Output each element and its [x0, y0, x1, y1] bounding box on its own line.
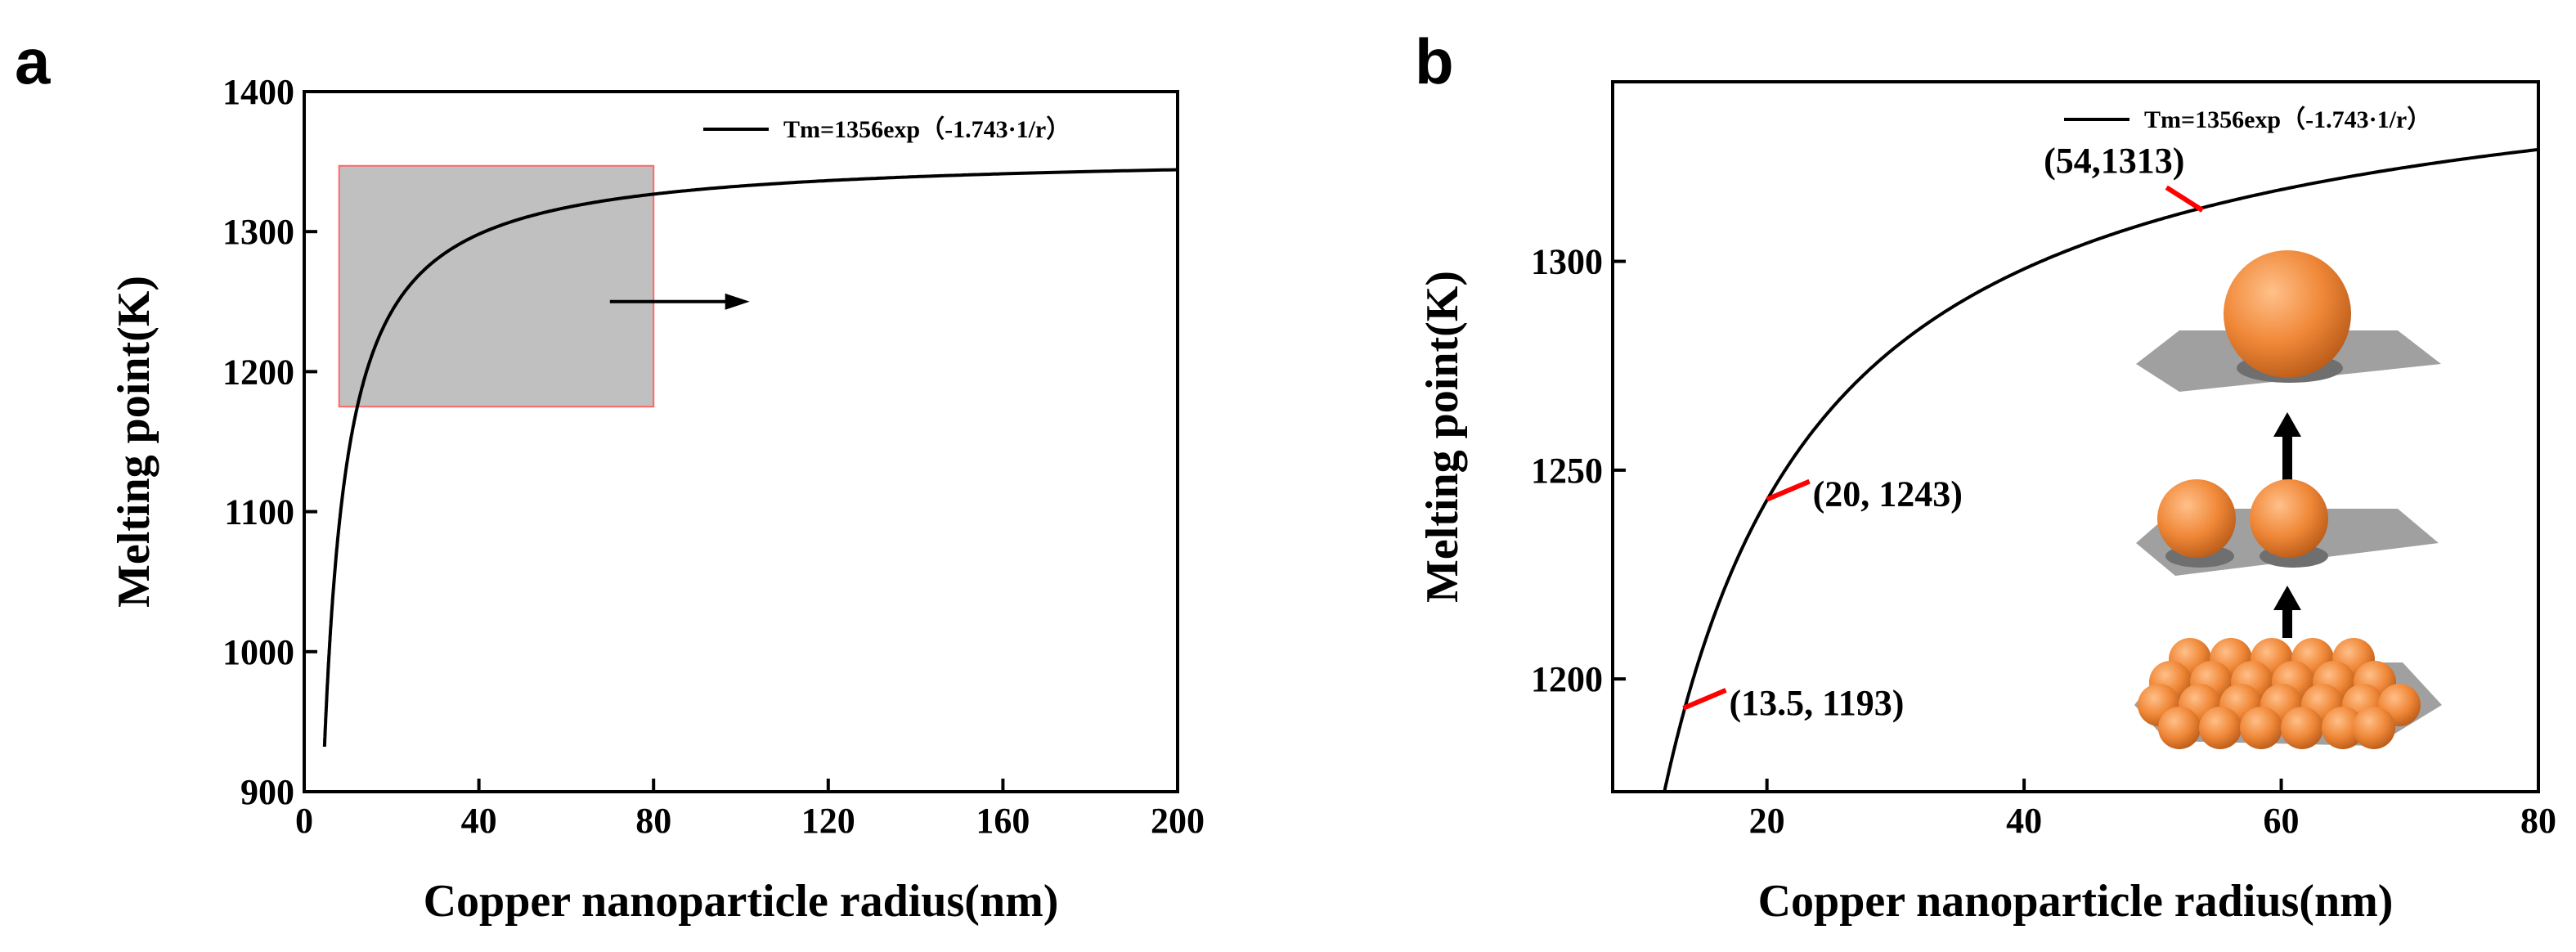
inset-small-spheres	[2138, 638, 2421, 749]
b-x-axis: 20 40 60 80	[1749, 779, 2556, 841]
panel-a-label: a	[15, 25, 51, 97]
inset-small-sphere	[2353, 707, 2395, 749]
x-tick-label: 20	[1749, 801, 1785, 841]
a-y-axis-title: Melting point(K)	[109, 276, 159, 608]
a-x-axis: 0 40 80 120 160 200	[295, 779, 1205, 841]
inset-sphere-left	[2157, 479, 2236, 558]
panel-b-label: b	[1415, 25, 1454, 97]
inset-large-sphere	[2224, 250, 2351, 378]
inset-small-sphere	[2281, 707, 2323, 749]
y-tick-label: 1250	[1531, 451, 1603, 491]
b-y-axis-title: Melting point(K)	[1417, 271, 1468, 603]
a-right-arrow-head	[725, 293, 750, 310]
inset-small-sphere	[2158, 707, 2201, 749]
y-tick-label: 1100	[224, 492, 294, 532]
b-x-axis-title: Copper nanoparticle radius(nm)	[1758, 876, 2394, 927]
panel-b-chart: b (13.5, 1193) (20, 1243) (54,1313) 20 40 60…	[1415, 25, 2556, 927]
annotation-label: (13.5, 1193)	[1729, 683, 1904, 723]
y-tick-label: 1300	[222, 212, 294, 252]
b-series-line	[1663, 147, 2539, 793]
x-tick-label: 80	[635, 801, 671, 841]
annotation-label: (20, 1243)	[1813, 474, 1963, 514]
annotation-pointer	[1682, 688, 1727, 711]
inset-small-sphere	[2322, 707, 2364, 749]
a-plot-frame	[303, 90, 1179, 793]
y-tick-label: 1400	[222, 72, 294, 112]
x-tick-label: 80	[2520, 801, 2556, 841]
y-tick-label: 1200	[222, 352, 294, 392]
b-inset-schematic	[2134, 250, 2442, 749]
inset-small-sphere	[2199, 707, 2242, 749]
b-y-axis: 1200 1250 1300	[1531, 242, 1626, 699]
inset-arrow-lower-head	[2273, 586, 2301, 610]
x-tick-label: 60	[2264, 801, 2300, 841]
y-tick-label: 900	[240, 772, 294, 812]
inset-arrow-upper-head	[2273, 412, 2301, 437]
a-legend-label: Tm=1356exp（-1.743·1/r）	[783, 115, 1070, 143]
y-tick-label: 1300	[1531, 242, 1603, 282]
b-annotations: (13.5, 1193) (20, 1243) (54,1313)	[1682, 141, 2204, 723]
annotation-pointer	[1766, 478, 1811, 502]
panel-a-chart: a 0 40 80 120 160 200 900 1000 1100 1200 1300 1400…	[15, 25, 1205, 927]
x-tick-label: 40	[2006, 801, 2042, 841]
a-x-axis-title: Copper nanoparticle radius(nm)	[424, 876, 1059, 927]
x-tick-label: 0	[295, 801, 313, 841]
y-tick-label: 1000	[222, 632, 294, 672]
a-series-line	[322, 168, 1178, 748]
x-tick-label: 40	[461, 801, 497, 841]
inset-sphere-right	[2250, 479, 2328, 558]
y-tick-label: 1200	[1531, 659, 1603, 699]
a-highlight-box	[338, 164, 655, 408]
inset-small-sphere	[2240, 707, 2282, 749]
annotation-label: (54,1313)	[2044, 141, 2184, 181]
b-plot-frame	[1611, 80, 2540, 793]
annotation-pointer	[2165, 185, 2204, 213]
x-tick-label: 160	[976, 801, 1030, 841]
x-tick-label: 200	[1151, 801, 1205, 841]
b-legend-label: Tm=1356exp（-1.743·1/r）	[2144, 106, 2431, 133]
a-y-axis: 900 1000 1100 1200 1300 1400	[222, 72, 317, 812]
x-tick-label: 120	[801, 801, 855, 841]
